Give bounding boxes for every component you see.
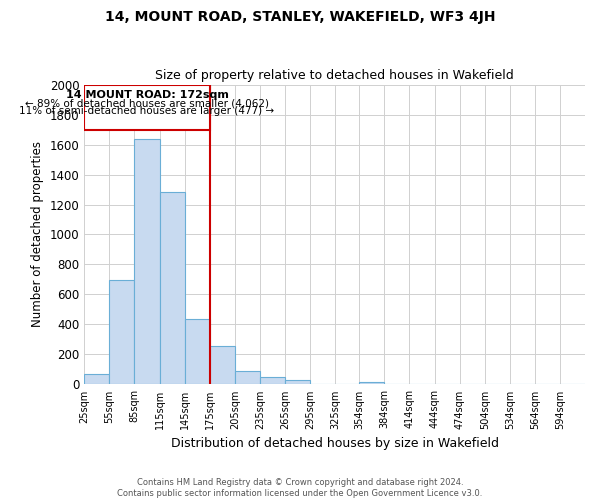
Bar xyxy=(109,280,134,384)
Text: 11% of semi-detached houses are larger (477) →: 11% of semi-detached houses are larger (… xyxy=(19,106,275,116)
Bar xyxy=(160,192,185,384)
Text: 14, MOUNT ROAD, STANLEY, WAKEFIELD, WF3 4JH: 14, MOUNT ROAD, STANLEY, WAKEFIELD, WF3 … xyxy=(105,10,495,24)
Bar xyxy=(210,346,235,385)
Bar xyxy=(85,84,210,130)
Y-axis label: Number of detached properties: Number of detached properties xyxy=(31,142,44,328)
Text: 14 MOUNT ROAD: 172sqm: 14 MOUNT ROAD: 172sqm xyxy=(65,90,229,100)
Bar xyxy=(134,140,160,384)
Bar xyxy=(235,371,260,384)
Bar xyxy=(85,374,109,384)
Text: ← 89% of detached houses are smaller (4,062): ← 89% of detached houses are smaller (4,… xyxy=(25,98,269,108)
Text: Contains HM Land Registry data © Crown copyright and database right 2024.
Contai: Contains HM Land Registry data © Crown c… xyxy=(118,478,482,498)
Bar xyxy=(285,380,310,384)
Bar xyxy=(359,382,385,384)
Bar xyxy=(185,319,210,384)
X-axis label: Distribution of detached houses by size in Wakefield: Distribution of detached houses by size … xyxy=(170,437,499,450)
Title: Size of property relative to detached houses in Wakefield: Size of property relative to detached ho… xyxy=(155,69,514,82)
Bar xyxy=(260,376,285,384)
